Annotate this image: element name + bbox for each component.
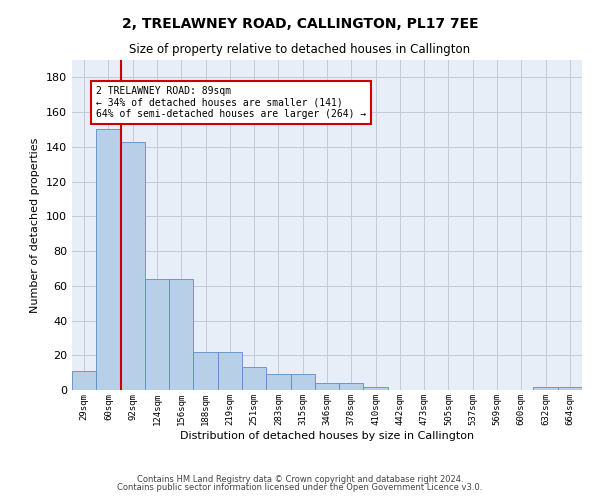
Bar xyxy=(364,386,388,390)
Text: 2 TRELAWNEY ROAD: 89sqm
← 34% of detached houses are smaller (141)
64% of semi-d: 2 TRELAWNEY ROAD: 89sqm ← 34% of detache… xyxy=(96,86,367,120)
Bar xyxy=(558,386,582,390)
Text: Contains public sector information licensed under the Open Government Licence v3: Contains public sector information licen… xyxy=(118,483,482,492)
Y-axis label: Number of detached properties: Number of detached properties xyxy=(31,138,40,312)
X-axis label: Distribution of detached houses by size in Callington: Distribution of detached houses by size … xyxy=(180,430,474,440)
Text: 2, TRELAWNEY ROAD, CALLINGTON, PL17 7EE: 2, TRELAWNEY ROAD, CALLINGTON, PL17 7EE xyxy=(122,18,478,32)
Bar xyxy=(169,279,193,390)
Bar xyxy=(266,374,290,390)
Bar xyxy=(121,142,145,390)
Bar xyxy=(145,279,169,390)
Bar xyxy=(218,352,242,390)
Text: Contains HM Land Registry data © Crown copyright and database right 2024.: Contains HM Land Registry data © Crown c… xyxy=(137,475,463,484)
Bar xyxy=(290,374,315,390)
Bar xyxy=(96,130,121,390)
Bar xyxy=(72,371,96,390)
Bar xyxy=(339,383,364,390)
Bar xyxy=(242,368,266,390)
Bar xyxy=(193,352,218,390)
Bar xyxy=(533,386,558,390)
Text: Size of property relative to detached houses in Callington: Size of property relative to detached ho… xyxy=(130,42,470,56)
Bar xyxy=(315,383,339,390)
